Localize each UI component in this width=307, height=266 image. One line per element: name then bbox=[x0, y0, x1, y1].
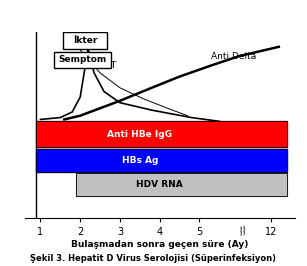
Bar bbox=[76, 173, 287, 196]
Bar bbox=[76, 173, 287, 196]
Text: ALT: ALT bbox=[102, 61, 117, 70]
Text: HBs Ag: HBs Ag bbox=[122, 156, 158, 165]
Bar bbox=[37, 121, 287, 147]
Text: //: // bbox=[239, 226, 247, 237]
Text: HDV RNA: HDV RNA bbox=[136, 180, 183, 189]
Text: Şekil 3. Hepatit D Virus Serolojisi (Süperinfeksiyon): Şekil 3. Hepatit D Virus Serolojisi (Süp… bbox=[30, 254, 277, 263]
Text: Anti Delta: Anti Delta bbox=[211, 52, 257, 61]
Bar bbox=[37, 149, 287, 172]
FancyBboxPatch shape bbox=[64, 32, 107, 49]
Text: İkter: İkter bbox=[73, 36, 97, 45]
Text: Semptom: Semptom bbox=[58, 55, 106, 64]
FancyBboxPatch shape bbox=[53, 52, 111, 68]
X-axis label: Bulaşmadan sonra geçen süre (Ay): Bulaşmadan sonra geçen süre (Ay) bbox=[71, 240, 248, 249]
Text: Anti HBe IgG: Anti HBe IgG bbox=[107, 130, 172, 139]
Bar bbox=[37, 149, 287, 172]
Bar bbox=[37, 121, 287, 147]
